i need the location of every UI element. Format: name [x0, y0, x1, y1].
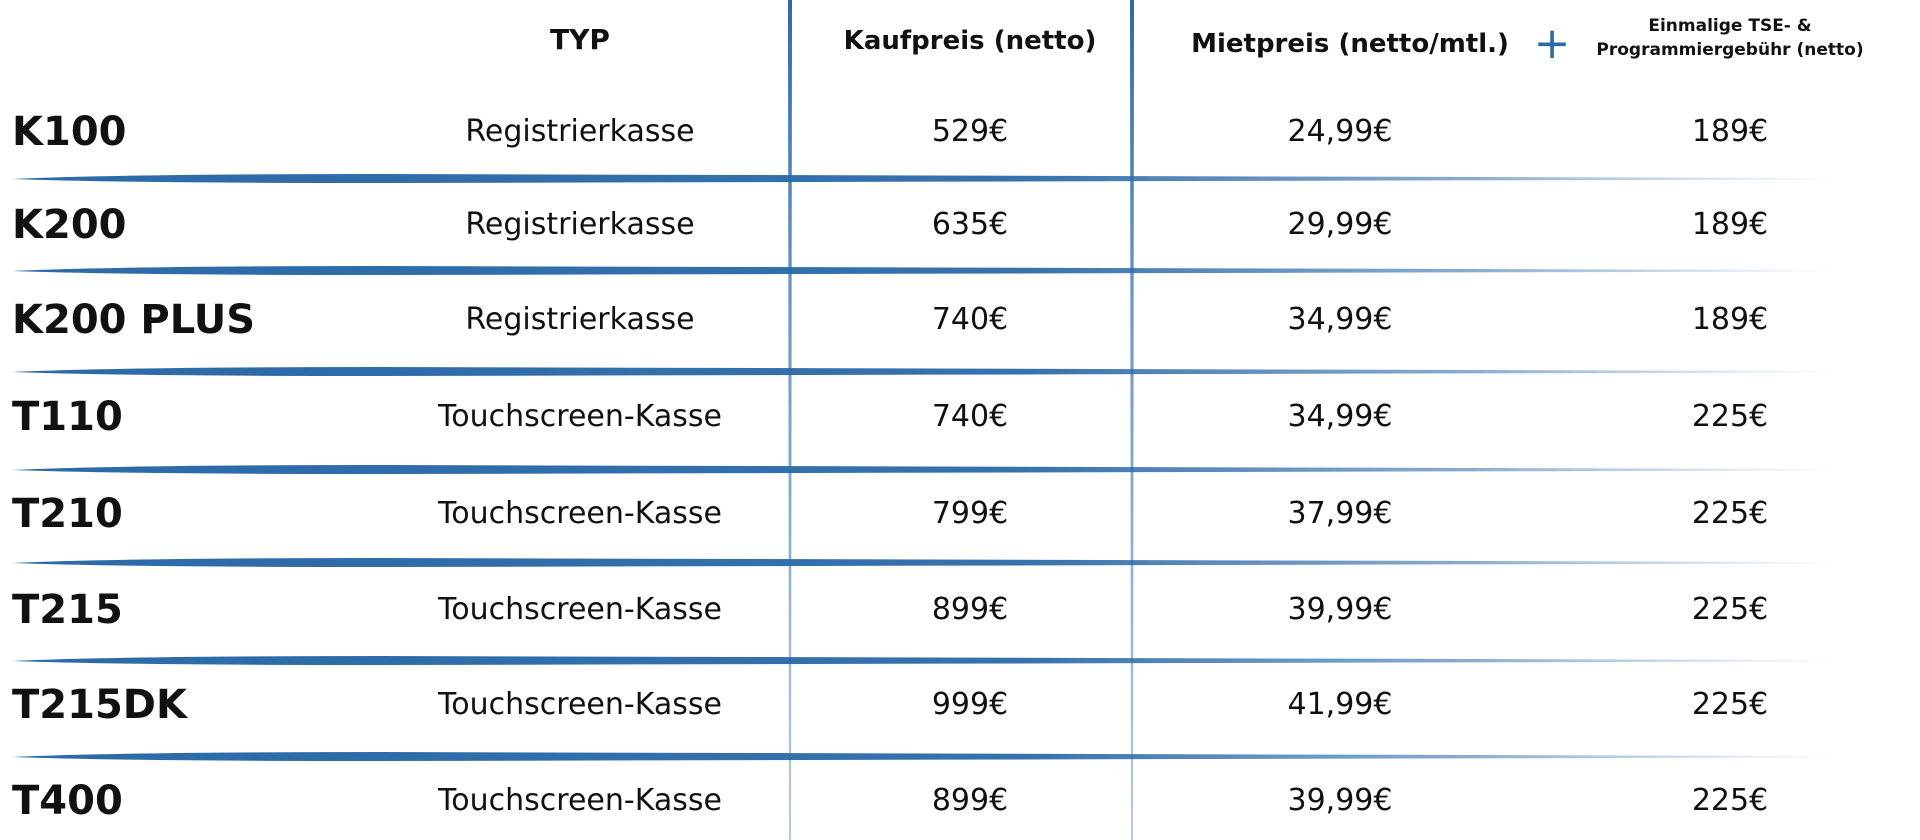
- model-name: T110: [12, 394, 123, 440]
- kaufpreis-value: 899€: [931, 783, 1009, 818]
- header-tse-gebuehr: Einmalige TSE- & Programmiergebühr (nett…: [1580, 14, 1880, 62]
- model-name: T400: [12, 778, 123, 824]
- kaufpreis-value: 799€: [931, 496, 1009, 531]
- model-name: K200 PLUS: [12, 297, 256, 343]
- plus-icon: +: [1533, 18, 1571, 69]
- header-mietpreis: Mietpreis (netto/mtl.): [1191, 29, 1509, 59]
- tse-value: 225€: [1691, 687, 1769, 722]
- table-row: K200 Registrierkasse 635€ 29,99€ 189€: [0, 197, 1920, 253]
- kaufpreis-value: 740€: [931, 302, 1009, 337]
- row-separator: [12, 752, 1840, 761]
- header-kaufpreis: Kaufpreis (netto): [843, 26, 1097, 56]
- tse-value: 225€: [1691, 399, 1769, 434]
- column-divider-right: [1130, 0, 1134, 840]
- model-name: K100: [12, 109, 127, 155]
- kaufpreis-value: 635€: [931, 207, 1009, 242]
- model-name: T215: [12, 587, 123, 633]
- model-typ: Registrierkasse: [465, 114, 695, 149]
- mietpreis-value: 37,99€: [1287, 496, 1393, 531]
- tse-value: 225€: [1691, 783, 1769, 818]
- header-typ: TYP: [550, 23, 610, 56]
- row-separator: [12, 266, 1840, 275]
- kaufpreis-value: 529€: [931, 114, 1009, 149]
- model-typ: Touchscreen-Kasse: [438, 592, 722, 627]
- table-row: K100 Registrierkasse 529€ 24,99€ 189€: [0, 104, 1920, 160]
- table-row: T110 Touchscreen-Kasse 740€ 34,99€ 225€: [0, 389, 1920, 445]
- tse-value: 225€: [1691, 592, 1769, 627]
- column-divider-left: [788, 0, 792, 840]
- model-typ: Registrierkasse: [465, 302, 695, 337]
- model-typ: Touchscreen-Kasse: [438, 687, 722, 722]
- tse-value: 189€: [1691, 302, 1769, 337]
- model-typ: Registrierkasse: [465, 207, 695, 242]
- mietpreis-value: 39,99€: [1287, 783, 1393, 818]
- kaufpreis-value: 740€: [931, 399, 1009, 434]
- tse-value: 189€: [1691, 207, 1769, 242]
- tse-value: 225€: [1691, 496, 1769, 531]
- model-typ: Touchscreen-Kasse: [438, 399, 722, 434]
- tse-value: 189€: [1691, 114, 1769, 149]
- mietpreis-value: 29,99€: [1287, 207, 1393, 242]
- model-name: K200: [12, 202, 127, 248]
- model-name: T215DK: [12, 682, 187, 728]
- row-separator: [12, 558, 1840, 567]
- model-name: T210: [12, 491, 123, 537]
- table-row: T210 Touchscreen-Kasse 799€ 37,99€ 225€: [0, 486, 1920, 542]
- table-row: T215 Touchscreen-Kasse 899€ 39,99€ 225€: [0, 582, 1920, 638]
- model-typ: Touchscreen-Kasse: [438, 783, 722, 818]
- mietpreis-value: 39,99€: [1287, 592, 1393, 627]
- row-separator: [12, 465, 1840, 474]
- mietpreis-value: 24,99€: [1287, 114, 1393, 149]
- mietpreis-value: 34,99€: [1287, 399, 1393, 434]
- table-row: K200 PLUS Registrierkasse 740€ 34,99€ 18…: [0, 292, 1920, 348]
- table-row: T215DK Touchscreen-Kasse 999€ 41,99€ 225…: [0, 677, 1920, 733]
- mietpreis-value: 34,99€: [1287, 302, 1393, 337]
- header-tse-line2: Programmiergebühr (netto): [1596, 40, 1864, 60]
- table-row: T400 Touchscreen-Kasse 899€ 39,99€ 225€: [0, 773, 1920, 829]
- row-separator: [12, 174, 1840, 183]
- header-tse-line1: Einmalige TSE- &: [1648, 16, 1812, 36]
- model-typ: Touchscreen-Kasse: [438, 496, 722, 531]
- kaufpreis-value: 899€: [931, 592, 1009, 627]
- mietpreis-value: 41,99€: [1287, 687, 1393, 722]
- kaufpreis-value: 999€: [931, 687, 1009, 722]
- row-separator: [12, 656, 1840, 665]
- row-separator: [12, 367, 1840, 376]
